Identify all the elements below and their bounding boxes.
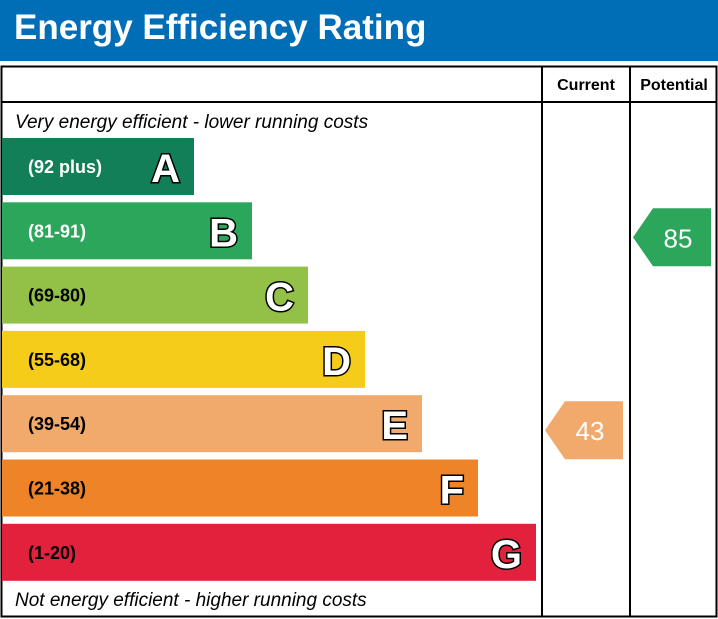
band-b: (81-91) B xyxy=(2,202,252,260)
band-range: (39-54) xyxy=(28,414,86,434)
band-bar xyxy=(2,138,194,195)
band-c: (69-80) C xyxy=(2,266,308,324)
chart-frame xyxy=(0,65,718,618)
potential-rating-value: 85 xyxy=(664,223,693,253)
chart-title: Energy Efficiency Rating xyxy=(14,8,427,47)
band-letter: F xyxy=(440,469,464,513)
band-range: (92 plus) xyxy=(28,157,102,177)
band-range: (55-68) xyxy=(28,350,86,370)
band-a: (92 plus) A xyxy=(2,138,194,195)
band-letter: A xyxy=(151,147,180,191)
band-range: (1-20) xyxy=(28,543,76,563)
current-header: Current xyxy=(557,77,615,94)
band-bar xyxy=(2,330,365,388)
band-range: (69-80) xyxy=(28,286,86,306)
potential-header: Potential xyxy=(640,77,708,94)
potential-rating-arrow: 85 xyxy=(633,208,711,267)
bottom-label: Not energy efficient - higher running co… xyxy=(15,590,367,611)
potential-arrow-shape xyxy=(633,208,711,267)
band-bar xyxy=(2,266,308,324)
band-letter: B xyxy=(209,211,238,255)
band-d: (55-68) D xyxy=(2,330,365,388)
band-bar xyxy=(2,202,252,260)
band-f: (21-38) F xyxy=(2,459,478,517)
band-letter: G xyxy=(491,533,522,577)
band-e: (39-54) E xyxy=(2,395,422,453)
band-letter: C xyxy=(265,276,294,320)
header-bar: Energy Efficiency Rating xyxy=(0,0,718,61)
band-letter: D xyxy=(322,340,351,384)
current-arrow-shape xyxy=(545,401,623,460)
band-range: (21-38) xyxy=(28,479,86,499)
band-bar xyxy=(2,459,478,517)
top-label: Very energy efficient - lower running co… xyxy=(15,112,369,133)
band-g: (1-20) G xyxy=(2,523,536,581)
current-rating-arrow: 43 xyxy=(545,401,623,460)
band-bar xyxy=(2,395,422,453)
band-bar xyxy=(2,523,536,581)
current-rating-value: 43 xyxy=(576,416,605,446)
band-letter: E xyxy=(381,404,408,448)
band-range: (81-91) xyxy=(28,221,86,241)
